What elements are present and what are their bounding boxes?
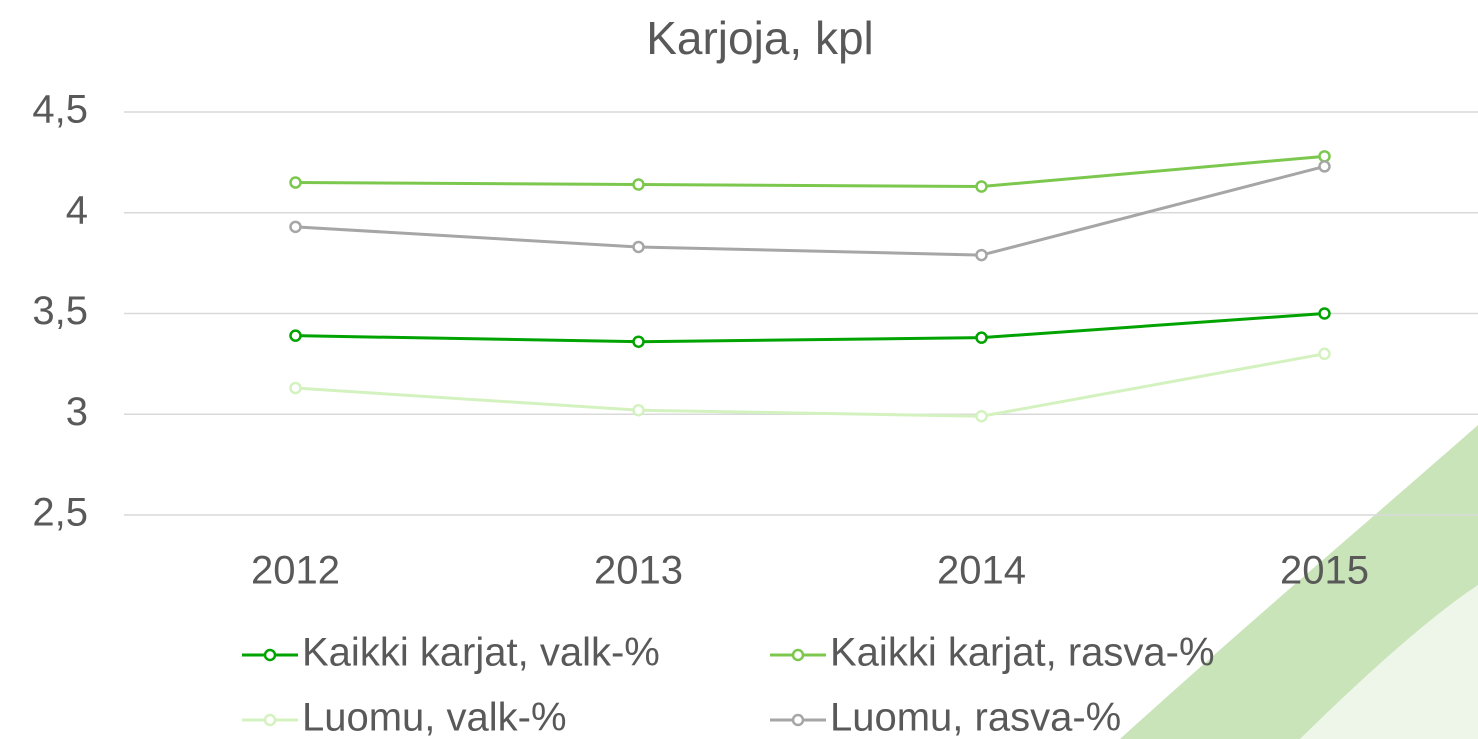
- legend-label: Kaikki karjat, valk-%: [302, 631, 660, 675]
- y-tick-label: 3,5: [32, 289, 88, 333]
- series-line: [296, 314, 1325, 342]
- y-tick-label: 3: [66, 390, 88, 434]
- series-line: [296, 166, 1325, 255]
- point: [634, 180, 644, 190]
- x-tick-label: 2014: [937, 549, 1026, 593]
- point: [1320, 151, 1330, 161]
- point: [977, 333, 987, 343]
- legend-label: Luomu, rasva-%: [830, 696, 1121, 739]
- series-line: [296, 156, 1325, 186]
- y-tick-label: 2,5: [32, 491, 88, 535]
- point: [291, 383, 301, 393]
- chart-title: Karjoja, kpl: [646, 12, 874, 64]
- x-tick-label: 2012: [251, 549, 340, 593]
- point: [634, 242, 644, 252]
- series-line: [296, 354, 1325, 416]
- y-tick-label: 4,5: [32, 88, 88, 132]
- legend-label: Luomu, valk-%: [302, 696, 567, 739]
- legend-marker: [793, 715, 803, 725]
- point: [977, 250, 987, 260]
- point: [291, 178, 301, 188]
- point: [634, 337, 644, 347]
- point: [1320, 309, 1330, 319]
- x-tick-label: 2015: [1280, 549, 1369, 593]
- point: [977, 411, 987, 421]
- point: [1320, 349, 1330, 359]
- legend-label: Kaikki karjat, rasva-%: [830, 631, 1215, 675]
- x-tick-label: 2013: [594, 549, 683, 593]
- chart: Karjoja, kpl 2,5 3 3,5 4 4,5 2012 2013 2014 2015…: [0, 0, 1478, 739]
- point: [291, 222, 301, 232]
- point: [634, 405, 644, 415]
- point: [977, 182, 987, 192]
- legend-marker: [265, 650, 275, 660]
- legend-marker: [265, 715, 275, 725]
- legend-marker: [793, 650, 803, 660]
- point: [291, 331, 301, 341]
- point: [1320, 161, 1330, 171]
- y-tick-label: 4: [66, 188, 88, 232]
